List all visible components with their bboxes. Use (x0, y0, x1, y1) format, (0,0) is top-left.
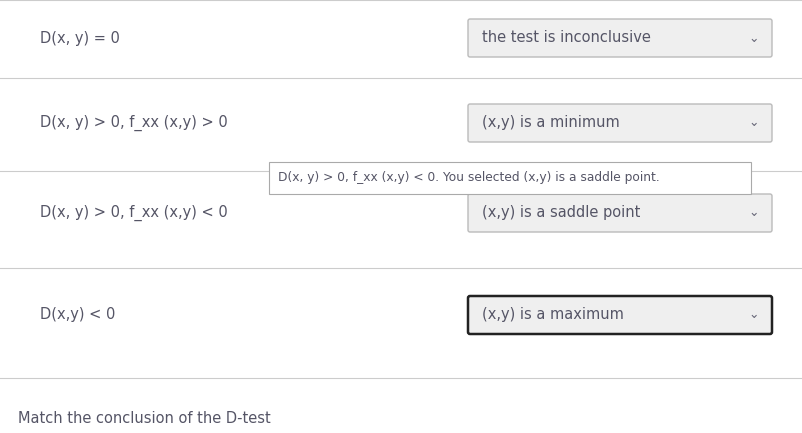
Text: (x,y) is a saddle point: (x,y) is a saddle point (481, 206, 639, 220)
Text: ⌄: ⌄ (747, 32, 759, 45)
FancyBboxPatch shape (468, 194, 771, 232)
Text: the test is inconclusive: the test is inconclusive (481, 30, 650, 45)
Text: D(x, y) > 0, f_xx (x,y) < 0. You selected (x,y) is a saddle point.: D(x, y) > 0, f_xx (x,y) < 0. You selecte… (277, 171, 659, 184)
Text: (x,y) is a minimum: (x,y) is a minimum (481, 116, 619, 130)
Text: D(x, y) = 0: D(x, y) = 0 (40, 30, 119, 45)
FancyBboxPatch shape (468, 296, 771, 334)
FancyBboxPatch shape (468, 104, 771, 142)
Text: ⌄: ⌄ (747, 308, 759, 321)
Text: D(x,y) < 0: D(x,y) < 0 (40, 307, 115, 323)
Text: Match the conclusion of the D-test: Match the conclusion of the D-test (18, 411, 270, 426)
Text: D(x, y) > 0, f_xx (x,y) < 0: D(x, y) > 0, f_xx (x,y) < 0 (40, 205, 228, 221)
Text: ⌄: ⌄ (747, 116, 759, 129)
Text: D(x, y) > 0, f_xx (x,y) > 0: D(x, y) > 0, f_xx (x,y) > 0 (40, 115, 228, 131)
FancyBboxPatch shape (468, 19, 771, 57)
Text: (x,y) is a maximum: (x,y) is a maximum (481, 307, 623, 323)
FancyBboxPatch shape (269, 162, 750, 194)
Text: ⌄: ⌄ (747, 207, 759, 220)
